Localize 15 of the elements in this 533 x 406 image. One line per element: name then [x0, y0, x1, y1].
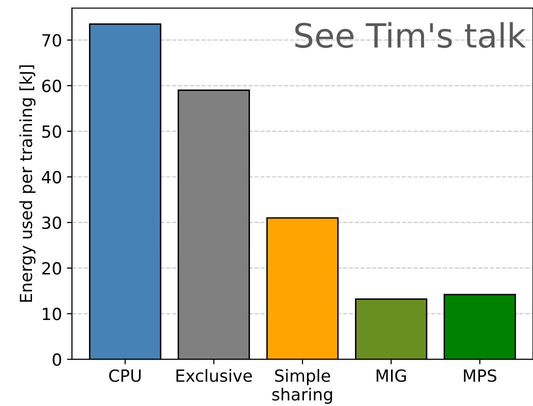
annotation: See Tim's talk	[295, 22, 526, 48]
x-tick-label: CPU	[109, 369, 141, 382]
x-tick-label: Simple sharing	[272, 369, 332, 404]
y-axis-title: Energy used per training [kJ]	[19, 65, 36, 302]
x-tick-label: Exclusive	[176, 369, 252, 382]
y-tick-label: 0	[52, 353, 62, 366]
y-tick-label: 40	[42, 170, 62, 184]
y-tick-label: 10	[42, 308, 62, 320]
x-tick-label: MIG	[376, 369, 406, 382]
y-tick-label: 70	[42, 34, 62, 47]
x-tick-label: MPS	[464, 369, 496, 382]
y-tick-label: 60	[42, 80, 62, 92]
y-tick-label: 20	[42, 262, 62, 275]
y-tick-label: 50	[42, 125, 62, 138]
y-tick-label: 30	[42, 216, 62, 230]
